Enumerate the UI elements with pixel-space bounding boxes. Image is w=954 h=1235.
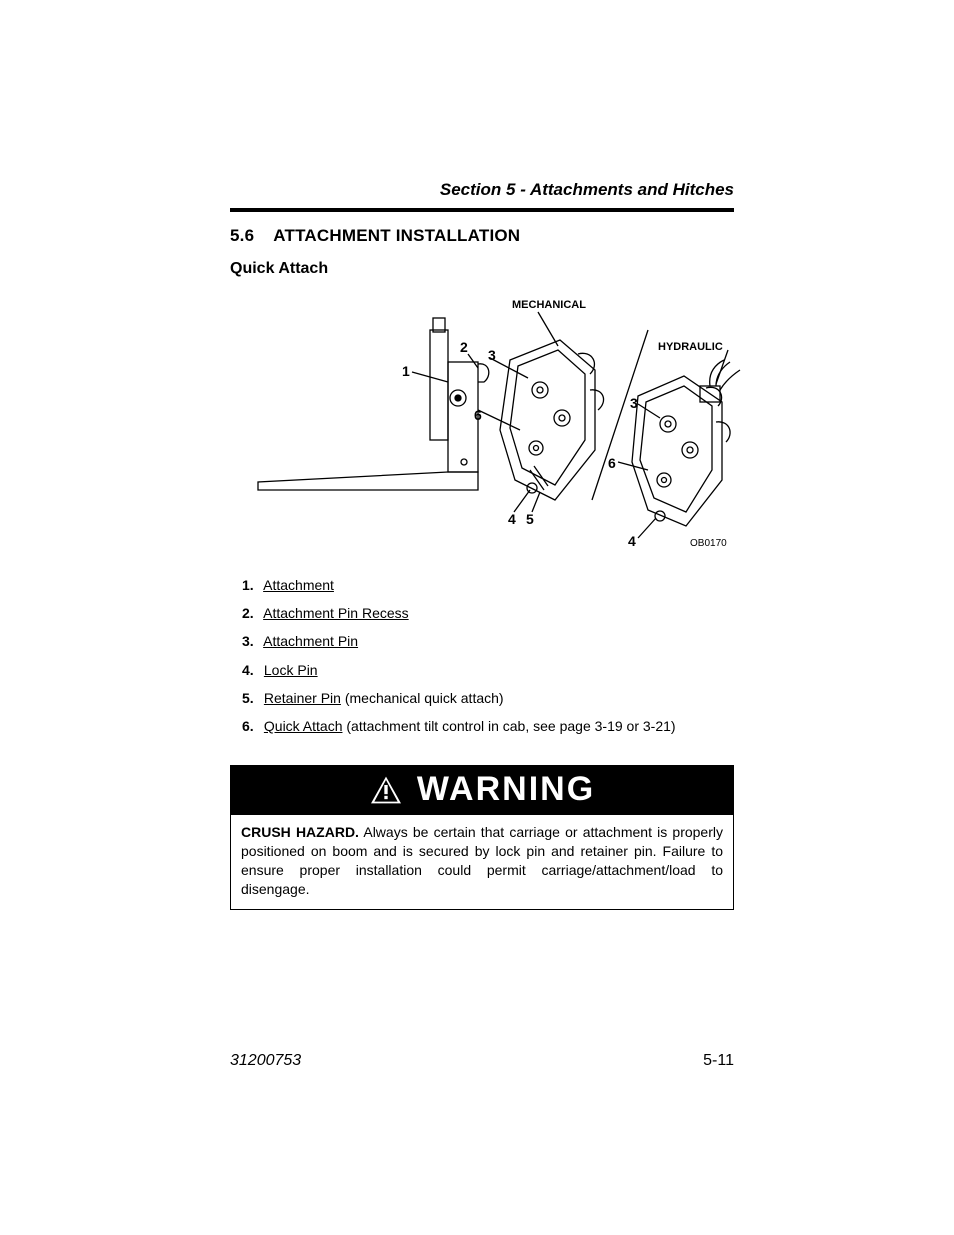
callout-1: 1	[402, 363, 410, 379]
warning-box: WARNING CRUSH HAZARD. Always be certain …	[230, 765, 734, 910]
legend-item: 6. Quick Attach (attachment tilt control…	[242, 717, 734, 735]
page: Section 5 - Attachments and Hitches 5.6 …	[0, 0, 954, 1235]
callout-3-right: 3	[630, 395, 638, 411]
callout-5-left: 5	[526, 511, 534, 527]
legend: 1. Attachment 2. Attachment Pin Recess 3…	[242, 576, 734, 735]
legend-item: 1. Attachment	[242, 576, 734, 594]
legend-rest: (mechanical quick attach)	[341, 690, 504, 706]
heading-text: ATTACHMENT INSTALLATION	[273, 226, 520, 245]
callout-3-left: 3	[488, 347, 496, 363]
legend-num: 4.	[242, 661, 260, 679]
heading-sub: Quick Attach	[230, 260, 734, 278]
callout-6-right: 6	[608, 455, 616, 471]
legend-rest: (attachment tilt control in cab, see pag…	[342, 718, 675, 734]
legend-term: Attachment Pin	[263, 633, 358, 649]
warning-title: WARNING	[417, 770, 595, 809]
warning-body: CRUSH HAZARD. Always be certain that car…	[231, 815, 733, 909]
label-hydraulic: HYDRAULIC	[658, 341, 723, 353]
legend-num: 2.	[242, 604, 260, 622]
legend-term: Attachment	[263, 577, 334, 593]
figure-code: OB0170	[690, 538, 727, 549]
section-header: Section 5 - Attachments and Hitches	[230, 180, 734, 200]
page-number: 5-11	[703, 1052, 734, 1070]
document-number: 31200753	[230, 1052, 301, 1070]
label-mechanical: MECHANICAL	[512, 299, 586, 311]
legend-num: 5.	[242, 689, 260, 707]
callout-4-right: 4	[628, 533, 636, 549]
legend-num: 1.	[242, 576, 260, 594]
warning-header: WARNING	[231, 766, 733, 815]
legend-item: 2. Attachment Pin Recess	[242, 604, 734, 622]
diagram: MECHANICAL HYDRAULIC 1 2 3 6 4 5 3 6 4 O…	[230, 290, 734, 560]
legend-item: 5. Retainer Pin (mechanical quick attach…	[242, 689, 734, 707]
page-footer: 31200753 5-11	[230, 1052, 734, 1070]
heading-number: 5.6	[230, 226, 254, 245]
legend-term: Quick Attach	[264, 718, 343, 734]
warning-lead: CRUSH HAZARD.	[241, 824, 359, 840]
legend-item: 3. Attachment Pin	[242, 632, 734, 650]
callout-6-left: 6	[474, 407, 482, 423]
callout-2: 2	[460, 339, 468, 355]
legend-term: Lock Pin	[264, 662, 318, 678]
legend-term: Attachment Pin Recess	[263, 605, 409, 621]
legend-term: Retainer Pin	[264, 690, 341, 706]
legend-item: 4. Lock Pin	[242, 661, 734, 679]
legend-num: 6.	[242, 717, 260, 735]
diagram-svg: MECHANICAL HYDRAULIC 1 2 3 6 4 5 3 6 4 O…	[230, 290, 750, 560]
warning-icon	[369, 775, 403, 805]
heading-main: 5.6 ATTACHMENT INSTALLATION	[230, 226, 734, 246]
header-rule	[230, 208, 734, 212]
callout-4-left: 4	[508, 511, 516, 527]
legend-num: 3.	[242, 632, 260, 650]
